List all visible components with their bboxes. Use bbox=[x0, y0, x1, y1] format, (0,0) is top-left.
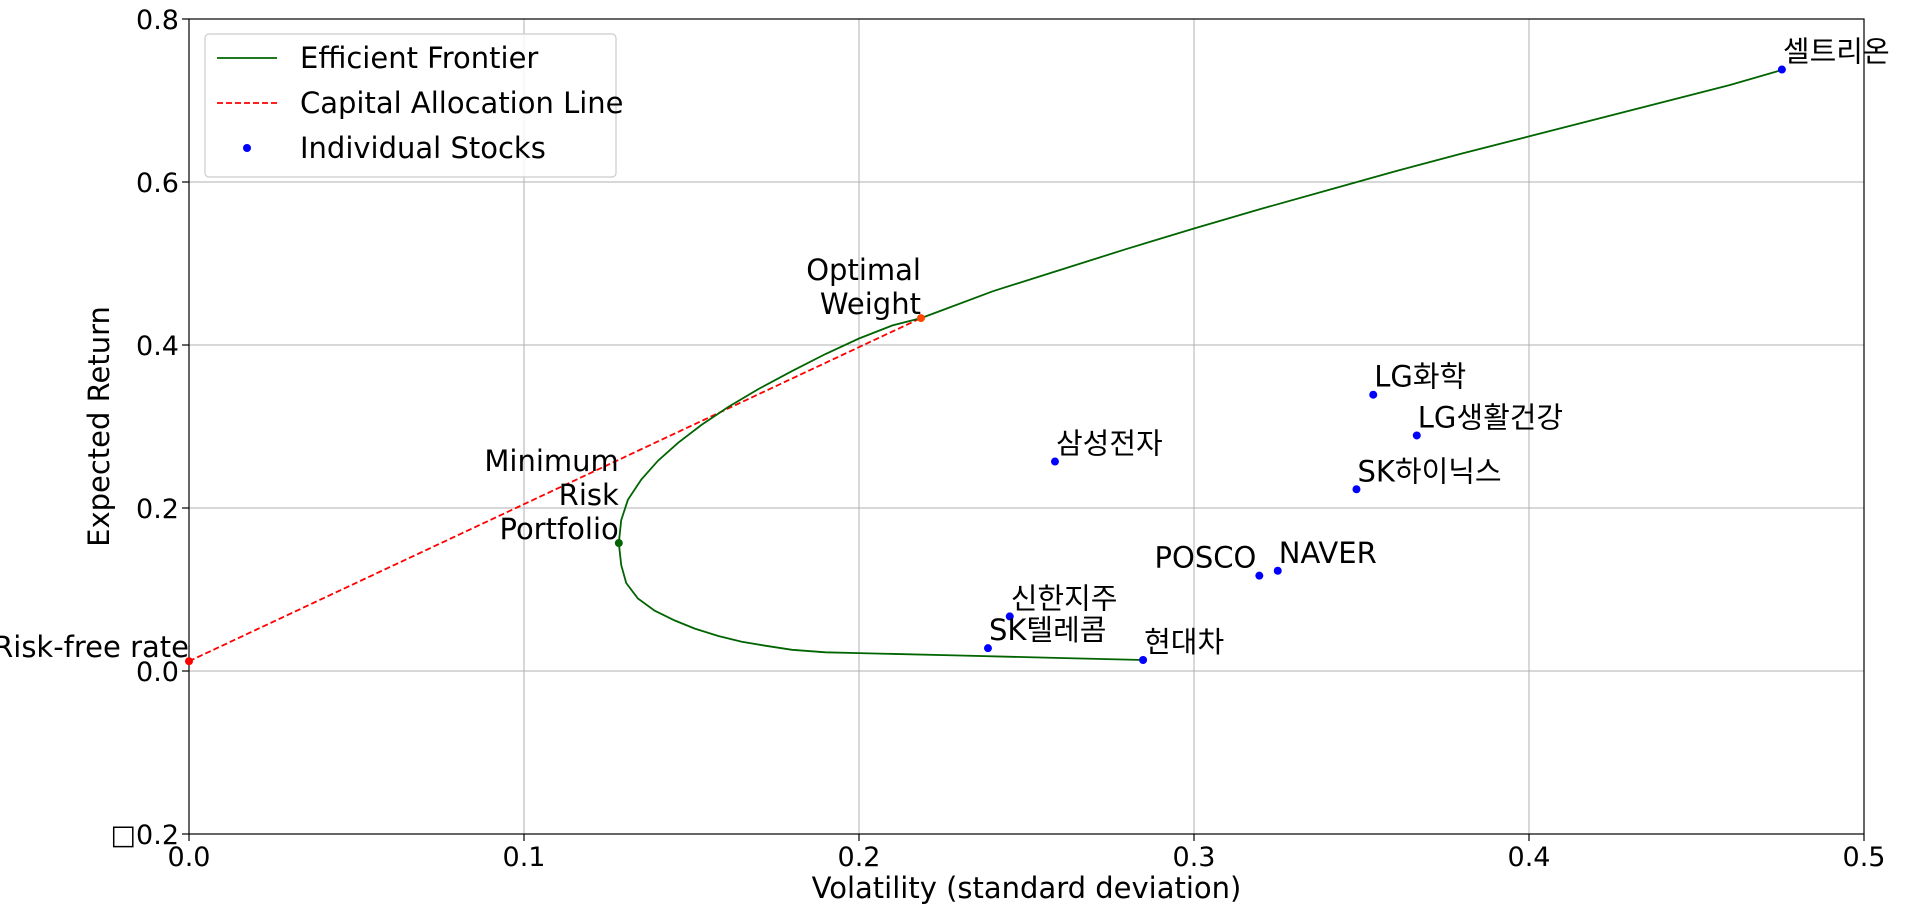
x-tick-label: 0.4 bbox=[1508, 842, 1551, 873]
series-layer bbox=[188, 68, 1784, 663]
stock-label: SK텔레콤 bbox=[989, 613, 1106, 647]
y-tick-label: □0.2 bbox=[111, 820, 179, 851]
y-axis-label: Expected Return bbox=[82, 306, 116, 547]
capital-allocation-line bbox=[188, 317, 922, 663]
stock-label: POSCO bbox=[1155, 541, 1257, 575]
special-point-label: Weight bbox=[820, 287, 921, 321]
efficient-frontier-line bbox=[617, 68, 1784, 661]
stock-point bbox=[1412, 431, 1421, 440]
legend-label-individual-stocks: Individual Stocks bbox=[300, 131, 546, 165]
y-tick-label: 0.6 bbox=[136, 168, 179, 199]
x-tick-label: 0.0 bbox=[168, 842, 211, 873]
x-tick-label: 0.2 bbox=[838, 842, 881, 873]
stock-point bbox=[1777, 65, 1786, 74]
stock-label: 셀트리온 bbox=[1783, 35, 1890, 69]
x-tick-label: 0.3 bbox=[1173, 842, 1216, 873]
legend-swatch-individual-stocks bbox=[243, 144, 251, 152]
special-point bbox=[916, 314, 925, 323]
stock-point bbox=[1273, 566, 1282, 575]
plot-area-frame bbox=[188, 18, 1865, 835]
special-point bbox=[614, 539, 623, 548]
legend-box bbox=[204, 33, 617, 178]
x-tick-label: 0.5 bbox=[1843, 842, 1886, 873]
stock-point bbox=[1255, 571, 1264, 580]
y-tick-label: 0.4 bbox=[136, 331, 179, 362]
stock-label: 현대차 bbox=[1144, 625, 1224, 659]
stock-point bbox=[1005, 612, 1014, 621]
special-point-label: Minimum bbox=[484, 444, 618, 478]
stock-point bbox=[1050, 457, 1059, 466]
stock-label: LG생활건강 bbox=[1418, 400, 1563, 434]
y-tick-label: 0.0 bbox=[136, 657, 179, 688]
points-layer bbox=[185, 65, 1786, 666]
stock-point bbox=[1352, 485, 1361, 494]
special-point-label: Risk bbox=[559, 478, 619, 512]
legend-label-efficient-frontier: Efficient Frontier bbox=[300, 41, 538, 75]
legend: Efficient Frontier Capital Allocation Li… bbox=[204, 33, 624, 178]
x-tick-label: 0.1 bbox=[503, 842, 546, 873]
stock-label: 신한지주 bbox=[1011, 581, 1118, 615]
special-point-label: Portfolio bbox=[499, 512, 618, 546]
stock-label: LG화학 bbox=[1374, 360, 1466, 394]
y-tick-label: 0.8 bbox=[136, 5, 179, 36]
stock-label: NAVER bbox=[1279, 536, 1377, 570]
stock-point bbox=[1369, 390, 1378, 399]
legend-label-capital-allocation-line: Capital Allocation Line bbox=[300, 86, 624, 120]
stock-point bbox=[1139, 655, 1148, 664]
stock-label: SK하이닉스 bbox=[1357, 454, 1501, 488]
stock-label: 삼성전자 bbox=[1056, 427, 1163, 461]
special-point bbox=[185, 657, 193, 666]
annotations-layer: 셀트리온 LG화학 LG생활건강 SK하이닉스 삼성전자 NAVER POSCO 신한지주SK… bbox=[0, 35, 1890, 665]
stock-point bbox=[983, 644, 992, 653]
ticks-layer: 0.0 0.1 0.2 0.3 0.4 0.5□0.20.00.20.40.60.8 bbox=[111, 5, 1886, 873]
y-tick-label: 0.2 bbox=[136, 494, 179, 525]
special-point-label: Risk-free rate bbox=[0, 630, 189, 664]
special-point-label: Optimal bbox=[806, 253, 921, 287]
x-axis-label: Volatility (standard deviation) bbox=[812, 871, 1242, 905]
